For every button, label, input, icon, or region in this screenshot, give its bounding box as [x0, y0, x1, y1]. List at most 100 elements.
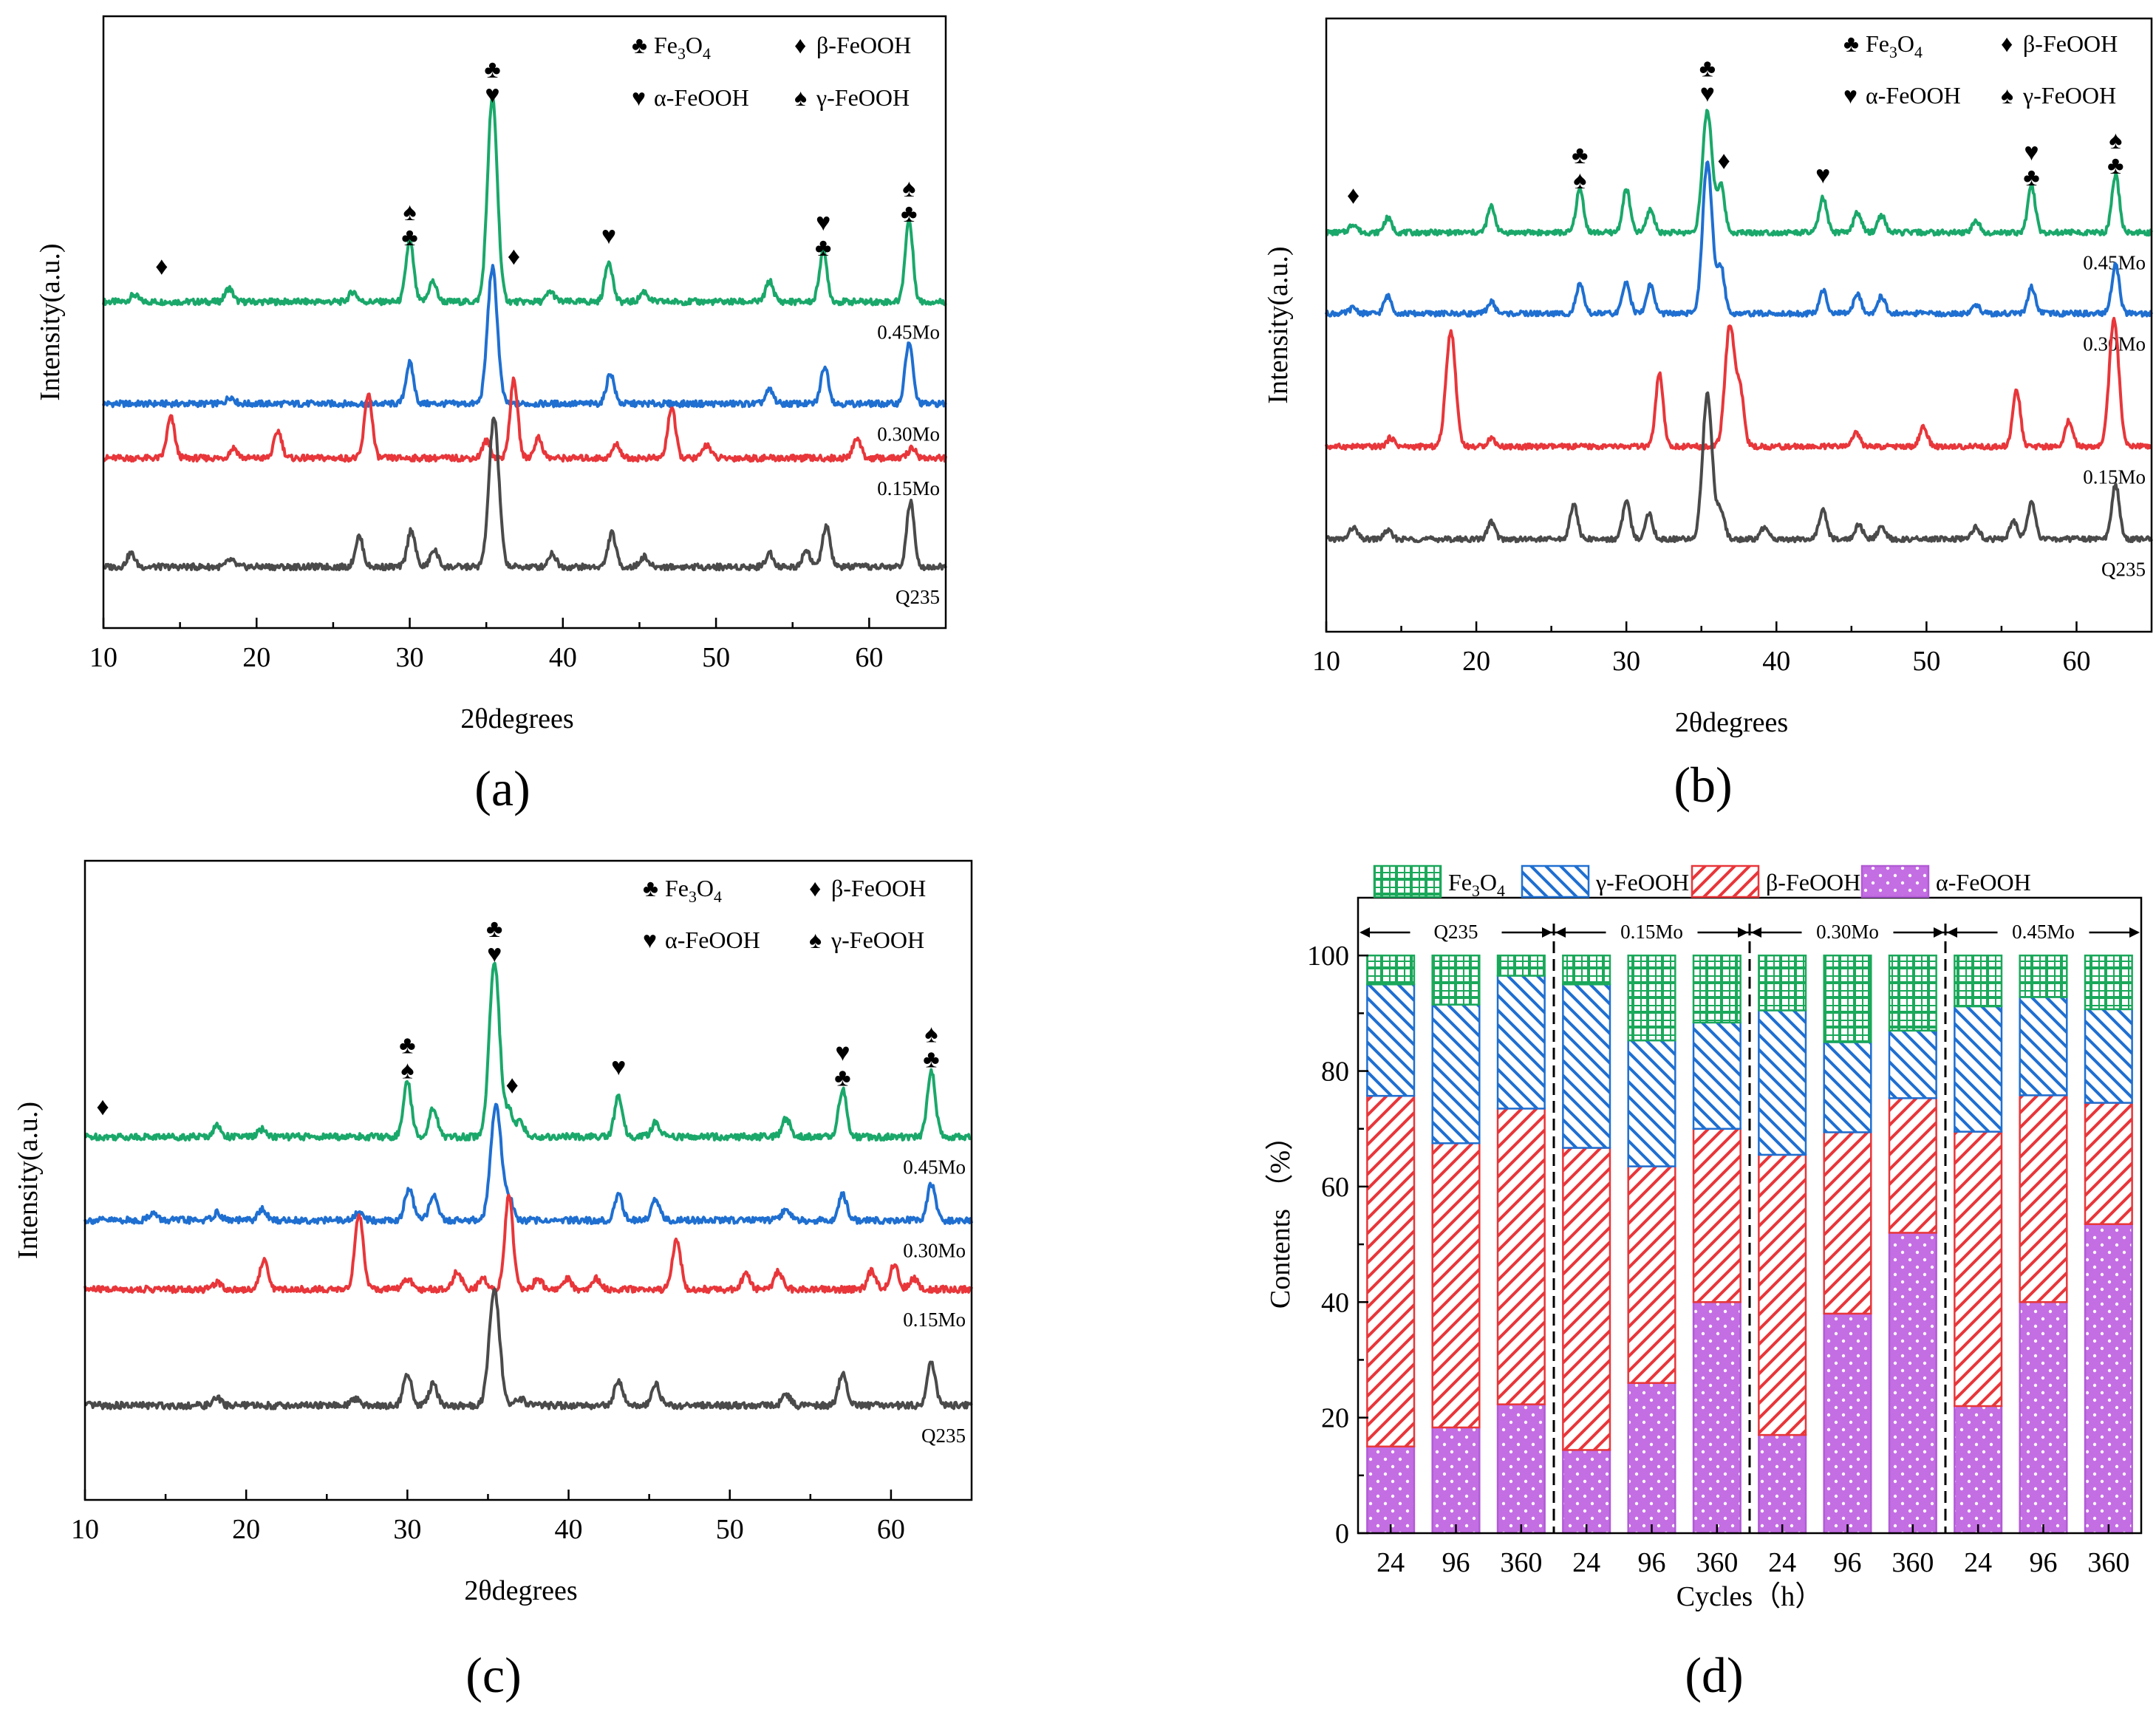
- legend-label: α-FeOOH: [1936, 869, 2031, 896]
- legend-symbol: ♠: [809, 927, 822, 953]
- legend-label: α-FeOOH: [665, 927, 760, 953]
- x-tick-label: 50: [702, 642, 730, 673]
- series-line-0.45Mo: [102, 94, 947, 307]
- peak-marker: ♣: [2107, 152, 2123, 180]
- arrow-head: [1934, 927, 1944, 938]
- legend-label: β-FeOOH: [1766, 869, 1860, 896]
- legend-label: γ-FeOOH: [2022, 82, 2116, 109]
- legend-swatch: [1373, 864, 1442, 898]
- legend-label: β-FeOOH: [816, 32, 911, 58]
- bar-segment-α-FeOOH: [1496, 1403, 1546, 1535]
- series-label: 0.30Mo: [2083, 332, 2146, 355]
- bar-segment-Fe3O4: [2019, 954, 2068, 998]
- legend-label: Fe3​O4​: [1448, 869, 1505, 900]
- legend-symbol: ♠: [794, 84, 807, 111]
- bar-segment-γ-FeOOH: [1496, 975, 1546, 1110]
- bar-segment-γ-FeOOH: [1562, 983, 1611, 1149]
- series-line-0.30Mo: [83, 1102, 973, 1225]
- peak-marker: ♠: [403, 199, 417, 226]
- peak-marker: ♦: [96, 1094, 109, 1121]
- x-tick-label: 24: [1377, 1547, 1405, 1578]
- y-axis-label: Contents （%）: [1265, 1122, 1296, 1309]
- bar-segment-Fe3O4: [1823, 954, 1872, 1043]
- x-tick-label: 20: [232, 1514, 260, 1545]
- bar-segment-β-FeOOH: [1823, 1131, 1872, 1315]
- series-line-0.30Mo: [1325, 160, 2153, 318]
- bar-segment-β-FeOOH: [1496, 1108, 1546, 1405]
- legend-symbol: ♥: [632, 84, 646, 111]
- x-tick-label: 30: [396, 642, 424, 673]
- panel-label-a: (a): [474, 760, 530, 816]
- peak-marker: ♣: [1699, 55, 1716, 82]
- bar-segment-γ-FeOOH: [1758, 1009, 1807, 1156]
- series-label: 0.15Mo: [903, 1309, 966, 1331]
- bar-segment-α-FeOOH: [2084, 1223, 2133, 1535]
- legend-label: α-FeOOH: [1866, 82, 1961, 109]
- panel-label-d: (d): [1685, 1647, 1743, 1703]
- series-label: Q235: [2101, 559, 2146, 581]
- peak-marker: ♥: [487, 941, 502, 968]
- arrow-head: [2129, 927, 2140, 938]
- panel-label-b: (b): [1674, 757, 1732, 813]
- legend-label: γ-FeOOH: [1595, 869, 1689, 896]
- x-tick-label: 10: [89, 642, 117, 673]
- peak-marker: ♦: [1347, 183, 1360, 210]
- bar-segment-β-FeOOH: [1562, 1147, 1611, 1451]
- bar-segment-Fe3O4: [1496, 954, 1546, 977]
- bar-segment-α-FeOOH: [1758, 1433, 1807, 1535]
- bar-segment-α-FeOOH: [1431, 1426, 1481, 1535]
- x-tick-label: 10: [71, 1514, 99, 1545]
- peak-marker: ♣: [901, 200, 917, 228]
- x-tick-label: 10: [1312, 646, 1340, 677]
- bar-segment-γ-FeOOH: [1431, 1003, 1481, 1145]
- arrow-head: [1738, 927, 1748, 938]
- x-tick-label: 50: [1912, 646, 1940, 677]
- legend-label: γ-FeOOH: [830, 927, 924, 953]
- x-tick-label: 24: [1572, 1547, 1600, 1578]
- legend-label: β-FeOOH: [2023, 30, 2118, 57]
- group-label-bg: [1606, 916, 1698, 940]
- x-tick-label: 96: [2030, 1547, 2058, 1578]
- legend-label: α-FeOOH: [654, 84, 749, 111]
- series-label: 0.45Mo: [877, 321, 940, 343]
- bar-segment-β-FeOOH: [1431, 1142, 1481, 1429]
- peak-marker: ♥: [835, 1039, 850, 1066]
- legend-symbol: ♥: [1843, 82, 1857, 109]
- x-tick-label: 96: [1638, 1547, 1666, 1578]
- group-label: 0.30Mo: [1816, 921, 1879, 943]
- bar-segment-β-FeOOH: [1888, 1097, 1937, 1234]
- x-tick-label: 360: [1696, 1547, 1738, 1578]
- peak-marker: ♣: [923, 1046, 939, 1074]
- peak-marker: ♠: [902, 175, 915, 202]
- bar-segment-α-FeOOH: [1366, 1445, 1416, 1535]
- y-tick-label: 80: [1321, 1057, 1349, 1088]
- series-label: Q235: [921, 1425, 966, 1447]
- x-tick-label: 50: [716, 1514, 744, 1545]
- arrow-head: [1947, 927, 1957, 938]
- x-tick-label: 360: [2087, 1547, 2129, 1578]
- x-tick-label: 30: [393, 1514, 421, 1545]
- legend-symbol: ♣: [1843, 30, 1859, 57]
- legend-symbol: ♥: [643, 927, 657, 953]
- peak-marker: ♣: [401, 224, 417, 251]
- bar-segment-γ-FeOOH: [1692, 1021, 1741, 1130]
- peak-marker: ♦: [506, 1072, 519, 1099]
- group-label: 0.15Mo: [1620, 921, 1683, 943]
- peak-marker: ♥: [2024, 139, 2039, 166]
- legend-label: Fe3​O4​: [654, 32, 711, 63]
- bar-segment-β-FeOOH: [1366, 1094, 1416, 1447]
- peak-marker: ♠: [2109, 127, 2122, 154]
- peak-marker: ♦: [508, 243, 520, 270]
- bar-segment-β-FeOOH: [1692, 1128, 1741, 1303]
- x-tick-label: 360: [1891, 1547, 1934, 1578]
- peak-marker: ♥: [601, 222, 616, 250]
- y-axis-label: Intensity(a.u.): [1263, 246, 1294, 403]
- y-tick-label: 0: [1335, 1518, 1349, 1549]
- y-tick-label: 40: [1321, 1287, 1349, 1318]
- legend: ♣ Fe3​O4​ ♦ β-FeOOH ♥ α-FeOOH ♠ γ-FeOOH: [1843, 30, 2118, 109]
- legend: Fe3​O4​ γ-FeOOH β-FeOOH α-FeOOH: [1373, 864, 2031, 900]
- legend-swatch: [1860, 864, 1930, 898]
